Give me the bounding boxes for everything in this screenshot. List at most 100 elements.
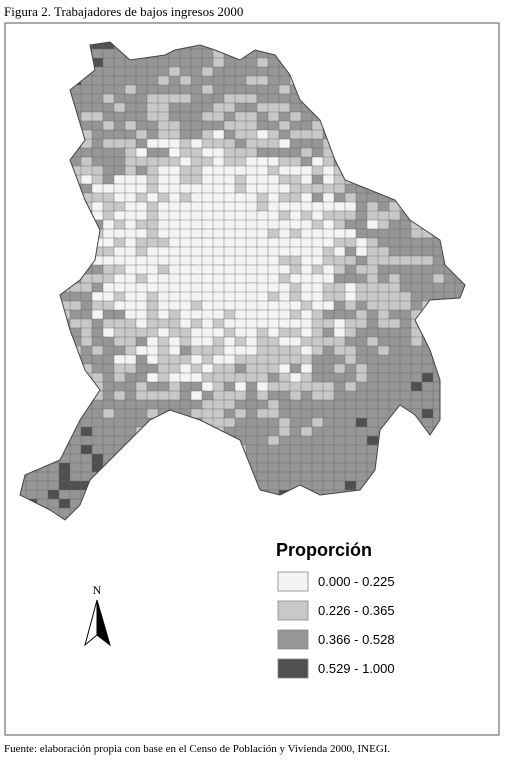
tract <box>311 48 328 59</box>
tract <box>454 336 465 350</box>
tract <box>58 57 74 69</box>
tract <box>322 255 336 267</box>
tract <box>388 471 402 485</box>
tract <box>91 147 104 159</box>
tract <box>466 238 479 247</box>
tract <box>322 516 337 520</box>
tract <box>466 490 477 499</box>
tract <box>36 183 53 195</box>
tract <box>223 84 236 96</box>
tract <box>311 84 325 95</box>
tract <box>124 516 139 520</box>
tract <box>466 400 480 412</box>
tract <box>454 183 465 198</box>
tract <box>25 66 38 80</box>
tract <box>58 111 71 122</box>
tract <box>432 48 447 62</box>
tract <box>300 237 313 249</box>
tract <box>454 471 465 483</box>
tract <box>432 156 447 167</box>
tract <box>69 84 82 95</box>
tract <box>454 390 465 402</box>
tract <box>366 228 380 239</box>
tract <box>47 183 64 196</box>
tract <box>366 237 379 248</box>
tract <box>344 138 360 150</box>
tract <box>344 93 358 104</box>
tract <box>36 192 51 205</box>
tract <box>399 147 414 160</box>
tract <box>20 435 27 449</box>
tract <box>377 471 392 484</box>
tract <box>300 381 313 393</box>
tract <box>421 84 434 98</box>
tract <box>421 435 434 447</box>
tract <box>333 111 346 124</box>
tract <box>443 156 458 168</box>
tract <box>25 183 38 196</box>
tract <box>212 426 225 438</box>
tract <box>69 219 85 231</box>
tract <box>245 183 258 195</box>
tract <box>223 237 237 249</box>
tract <box>454 138 465 151</box>
tract <box>443 435 458 448</box>
tract <box>58 75 71 89</box>
tract <box>47 291 61 305</box>
tract <box>443 309 459 321</box>
tract <box>289 66 304 78</box>
tract <box>190 66 203 78</box>
tract <box>443 507 458 520</box>
tract <box>333 120 347 134</box>
tract <box>466 49 478 62</box>
tract <box>80 219 95 232</box>
tract <box>388 516 403 520</box>
tract <box>388 57 401 70</box>
tract <box>410 210 423 223</box>
tract <box>146 498 162 512</box>
tract <box>157 498 171 511</box>
tract <box>256 228 269 239</box>
tract <box>377 120 393 135</box>
tract <box>421 309 438 322</box>
tract <box>179 462 193 476</box>
tract <box>410 489 424 503</box>
tract <box>69 399 82 410</box>
tract <box>80 516 93 520</box>
tract <box>25 417 39 430</box>
tract <box>432 174 445 188</box>
tract <box>432 453 446 466</box>
tract <box>256 372 270 384</box>
tract <box>20 264 30 277</box>
tract <box>377 66 392 77</box>
tract <box>20 453 29 465</box>
tract <box>421 93 437 105</box>
tract <box>432 201 447 213</box>
tract <box>36 147 50 159</box>
tract <box>25 453 38 467</box>
tract <box>58 183 74 194</box>
tract <box>223 498 239 512</box>
legend-label: 0.000 - 0.225 <box>318 574 395 589</box>
tract <box>344 165 359 177</box>
tract <box>289 42 305 50</box>
tract <box>25 507 38 520</box>
tract <box>157 480 173 491</box>
tract <box>300 408 313 420</box>
tract <box>58 264 74 279</box>
tract <box>91 156 104 168</box>
tract <box>333 507 349 519</box>
tract <box>421 453 435 464</box>
tract <box>454 147 465 159</box>
tract <box>69 201 85 215</box>
tract <box>47 246 62 259</box>
tract <box>113 381 127 393</box>
tract <box>421 120 435 132</box>
tract <box>278 102 291 114</box>
tract <box>278 291 291 303</box>
tract <box>135 480 149 492</box>
tract <box>113 471 127 485</box>
tract <box>454 102 465 116</box>
tract <box>399 480 413 493</box>
tract <box>36 516 49 520</box>
